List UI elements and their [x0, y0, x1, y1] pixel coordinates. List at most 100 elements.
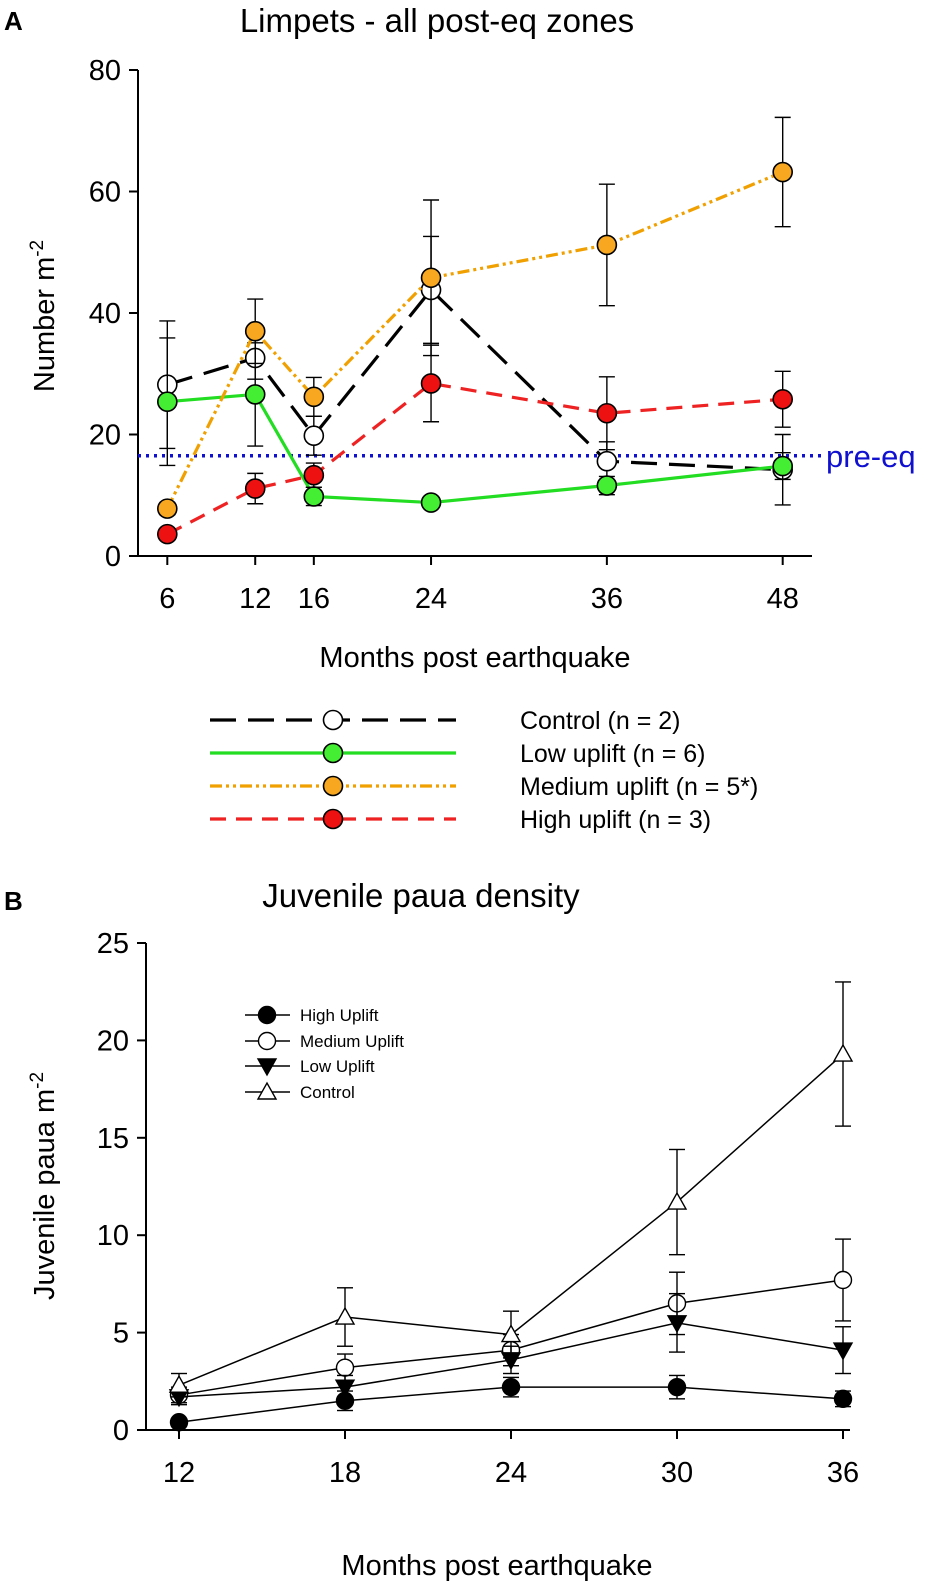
legend-marker-high-uplift — [322, 808, 344, 830]
panel-a-y-tick-label: 60 — [89, 177, 121, 209]
legend-marker-low-uplift — [256, 1058, 278, 1077]
marker-low-uplift — [157, 391, 178, 412]
panel-a-x-tick-label: 12 — [239, 583, 271, 615]
series-low-uplift — [157, 337, 793, 513]
marker-high-uplift — [169, 1413, 189, 1432]
marker-medium-uplift — [335, 1358, 355, 1377]
panel-a-label: A — [4, 6, 23, 36]
legend-marker-low-uplift — [322, 742, 344, 764]
series-control — [168, 981, 854, 1398]
panel-a-x-tick-label: 24 — [415, 583, 447, 615]
marker-medium-uplift — [157, 498, 178, 519]
panel-a-y-tick-label: 20 — [89, 420, 121, 452]
legend-marker-medium-uplift — [257, 1031, 277, 1051]
legend-label-control: Control (n = 2) — [520, 707, 681, 735]
marker-high-uplift — [157, 523, 178, 545]
legend-label-low-uplift: Low uplift (n = 6) — [520, 740, 706, 768]
marker-low-uplift — [420, 492, 442, 513]
series-control — [157, 235, 793, 506]
panel-a-x-axis-label: Months post earthquake — [319, 642, 630, 674]
panel-b-label: B — [4, 886, 23, 916]
panel-a-y-axis-label: Number m-2 — [27, 240, 61, 392]
legend-label-medium-uplift: Medium Uplift — [300, 1032, 404, 1051]
marker-low-uplift — [832, 1342, 854, 1361]
line-medium-uplift — [165, 170, 784, 510]
series-medium-uplift — [157, 116, 793, 519]
panel-b-title: Juvenile paua density — [262, 877, 580, 914]
marker-high-uplift — [303, 464, 325, 486]
panel-a-axes: 0 20 40 60 80 6 12 16 24 36 48 — [89, 55, 812, 615]
marker-medium-uplift — [420, 267, 442, 289]
panel-b-axes: 0 5 10 15 20 25 12 18 24 30 36 — [97, 928, 859, 1489]
panel-a-x-tick-label: 6 — [159, 583, 175, 615]
panel-b-series-group — [168, 981, 854, 1432]
panel-a-y-tick-label: 40 — [89, 298, 121, 330]
legend-marker-control — [256, 1081, 278, 1100]
panel-a-legend: Control (n = 2) Low uplift (n = 6) Medium … — [210, 707, 758, 834]
panel-a-title: Limpets - all post-eq zones — [240, 2, 634, 39]
marker-control — [832, 1043, 854, 1062]
panel-b-y-tick-label: 25 — [97, 928, 129, 960]
marker-medium-uplift — [244, 320, 266, 342]
marker-low-uplift — [772, 455, 793, 477]
marker-high-uplift — [596, 402, 618, 424]
panel-a-reference-line-group: pre-eq — [138, 439, 916, 474]
panel-a-x-tick-label: 36 — [591, 583, 623, 615]
legend-label-control: Control — [300, 1083, 355, 1102]
panel-b-y-axis-label-group: Juvenile paua m-2 — [27, 1072, 61, 1300]
panel-b-y-tick-label: 15 — [97, 1123, 129, 1155]
marker-medium-uplift — [772, 161, 793, 183]
marker-control — [168, 1374, 190, 1393]
marker-low-uplift — [303, 486, 325, 507]
panel-a-series-group — [157, 116, 793, 545]
marker-high-uplift — [501, 1377, 521, 1397]
legend-label-medium-uplift: Medium uplift (n = 5*) — [520, 773, 758, 801]
marker-high-uplift — [667, 1377, 687, 1397]
panel-a-y-tick-label: 80 — [89, 55, 121, 87]
legend-label-high-uplift: High uplift (n = 3) — [520, 806, 711, 834]
marker-control — [303, 425, 325, 447]
panel-b-x-tick-label: 18 — [329, 1457, 361, 1489]
marker-high-uplift — [420, 373, 442, 394]
series-high-uplift — [169, 1374, 853, 1432]
line-low-uplift — [167, 392, 783, 505]
marker-low-uplift — [666, 1315, 688, 1334]
panel-a-limpets-chart: A Limpets - all post-eq zones Months pos… — [4, 2, 916, 834]
line-control — [166, 287, 783, 472]
marker-low-uplift — [334, 1379, 356, 1398]
panel-b-y-axis-label: Juvenile paua m-2 — [27, 1072, 61, 1300]
line-high-uplift — [166, 381, 783, 536]
panel-b-x-tick-label: 12 — [163, 1457, 195, 1489]
panel-b-x-tick-label: 24 — [495, 1457, 527, 1489]
panel-b-y-tick-label: 10 — [97, 1220, 129, 1252]
legend-marker-control — [322, 709, 344, 731]
marker-control — [596, 450, 618, 472]
panel-b-x-tick-label: 36 — [827, 1457, 859, 1489]
marker-high-uplift — [772, 388, 793, 410]
pre-eq-label: pre-eq — [826, 439, 916, 474]
marker-high-uplift — [244, 478, 266, 499]
panel-b-y-tick-label: 0 — [113, 1415, 129, 1447]
marker-high-uplift — [833, 1389, 853, 1409]
panel-b-juvenile-paua-chart: B Juvenile paua density Months post eart… — [4, 877, 859, 1582]
panel-b-y-tick-label: 20 — [97, 1025, 129, 1057]
marker-control — [334, 1306, 356, 1325]
legend-marker-high-uplift — [257, 1005, 277, 1025]
marker-medium-uplift — [833, 1270, 853, 1290]
marker-low-uplift — [596, 475, 618, 496]
legend-label-low-uplift: Low Uplift — [300, 1057, 375, 1076]
panel-b-legend: High Uplift Medium Uplift Low Uplift Contro… — [245, 1005, 404, 1102]
panel-b-x-tick-label: 30 — [661, 1457, 693, 1489]
legend-marker-medium-uplift — [322, 775, 344, 797]
marker-control — [500, 1324, 522, 1343]
panel-a-y-axis-label-group: Number m-2 — [27, 240, 61, 392]
panel-a-x-tick-label: 48 — [767, 583, 799, 615]
marker-medium-uplift — [596, 234, 618, 256]
marker-control — [666, 1191, 688, 1210]
marker-medium-uplift — [303, 386, 325, 408]
panel-b-y-tick-label: 5 — [113, 1318, 129, 1350]
legend-label-high-uplift: High Uplift — [300, 1006, 379, 1025]
series-high-uplift — [157, 344, 793, 545]
panel-b-x-axis-label: Months post earthquake — [341, 1550, 652, 1582]
